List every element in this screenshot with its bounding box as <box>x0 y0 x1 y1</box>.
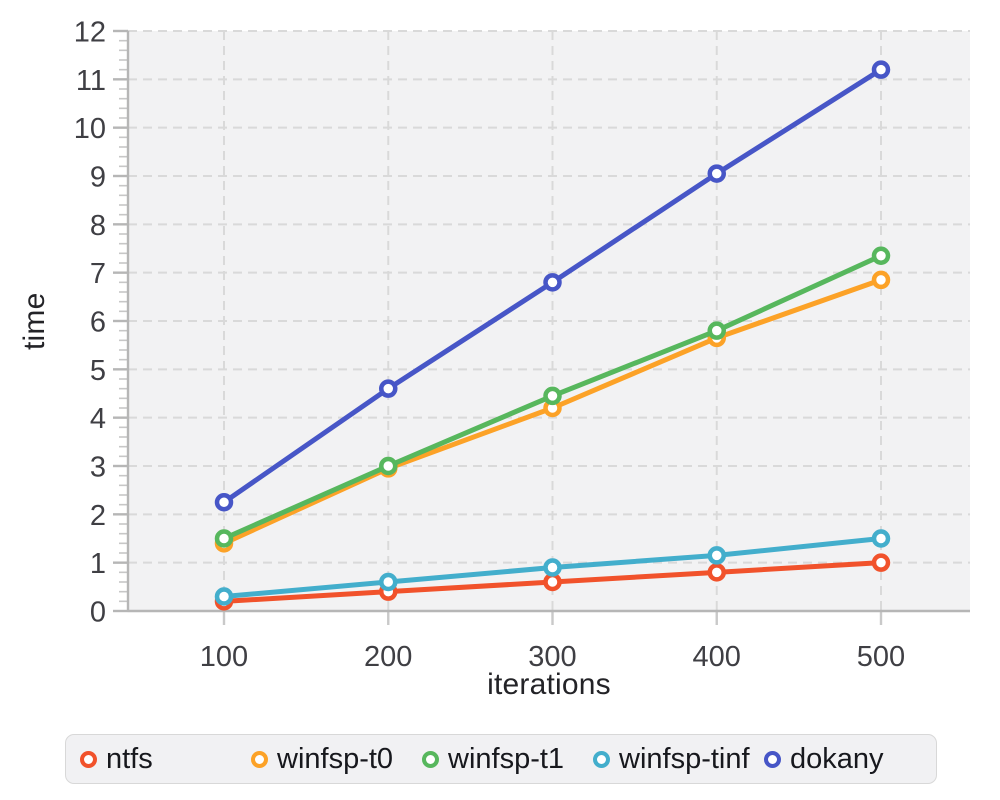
y-tick-label: 7 <box>90 258 106 290</box>
x-tick-label: 300 <box>528 641 576 673</box>
data-point-dokany-300 <box>543 273 562 292</box>
y-tick-label: 0 <box>90 596 106 628</box>
legend-item-ntfs[interactable]: ntfs <box>80 743 251 776</box>
data-point-ntfs-400 <box>707 563 726 582</box>
data-point-winfsp-t1-500 <box>871 246 891 265</box>
legend-item-winfsp-t1[interactable]: winfsp-t1 <box>422 743 593 776</box>
legend-marker-winfsp-t0-icon <box>251 750 268 768</box>
legend-marker-winfsp-tinf-icon <box>593 750 610 768</box>
y-tick-label: 2 <box>90 500 106 532</box>
legend: ntfs winfsp-t0 winfsp-t1 winfsp-tinf dokany <box>65 734 937 784</box>
x-axis-title: iterations <box>487 668 611 701</box>
legend-label: ntfs <box>106 742 153 775</box>
data-point-winfsp-t1-300 <box>543 386 562 406</box>
data-point-dokany-100 <box>214 493 234 512</box>
y-tick-label: 3 <box>90 451 106 483</box>
y-tick-label: 4 <box>90 403 106 435</box>
y-tick-label: 1 <box>90 548 106 580</box>
data-point-winfsp-t1-200 <box>379 456 398 476</box>
x-tick-label: 400 <box>693 641 741 673</box>
legend-item-winfsp-t0[interactable]: winfsp-t0 <box>251 743 422 776</box>
data-point-winfsp-tinf-100 <box>214 587 234 606</box>
y-tick-label: 6 <box>90 306 106 338</box>
legend-label: winfsp-t0 <box>277 742 394 775</box>
y-axis-title: time <box>18 292 51 350</box>
data-point-dokany-400 <box>707 164 726 183</box>
data-point-winfsp-t0-500 <box>871 270 891 290</box>
data-point-winfsp-tinf-400 <box>707 546 726 565</box>
x-tick-label: 500 <box>857 641 905 673</box>
data-point-winfsp-t1-400 <box>707 321 726 340</box>
legend-label: dokany <box>790 742 884 775</box>
legend-item-winfsp-tinf[interactable]: winfsp-tinf <box>593 743 764 776</box>
data-point-dokany-200 <box>379 379 398 398</box>
y-tick-label: 10 <box>74 113 106 145</box>
y-tick-label: 9 <box>90 161 106 193</box>
legend-item-dokany[interactable]: dokany <box>764 743 884 776</box>
y-tick-label: 11 <box>76 65 106 97</box>
data-point-winfsp-tinf-300 <box>543 558 562 577</box>
data-point-dokany-500 <box>871 60 891 79</box>
legend-marker-ntfs-icon <box>80 750 97 768</box>
y-tick-label: 12 <box>74 16 106 48</box>
legend-label: winfsp-tinf <box>619 742 750 775</box>
data-point-winfsp-tinf-200 <box>379 572 398 592</box>
legend-marker-winfsp-t1-icon <box>422 750 439 768</box>
data-point-winfsp-tinf-500 <box>871 529 891 548</box>
legend-marker-dokany-icon <box>764 750 781 768</box>
legend-label: winfsp-t1 <box>448 742 565 775</box>
x-tick-label: 200 <box>364 641 412 673</box>
data-point-winfsp-t1-100 <box>214 529 234 548</box>
x-tick-label: 100 <box>200 641 248 673</box>
y-tick-label: 8 <box>90 210 106 242</box>
y-tick-label: 5 <box>90 355 106 387</box>
data-point-ntfs-300 <box>543 572 562 592</box>
data-point-ntfs-500 <box>871 553 891 572</box>
